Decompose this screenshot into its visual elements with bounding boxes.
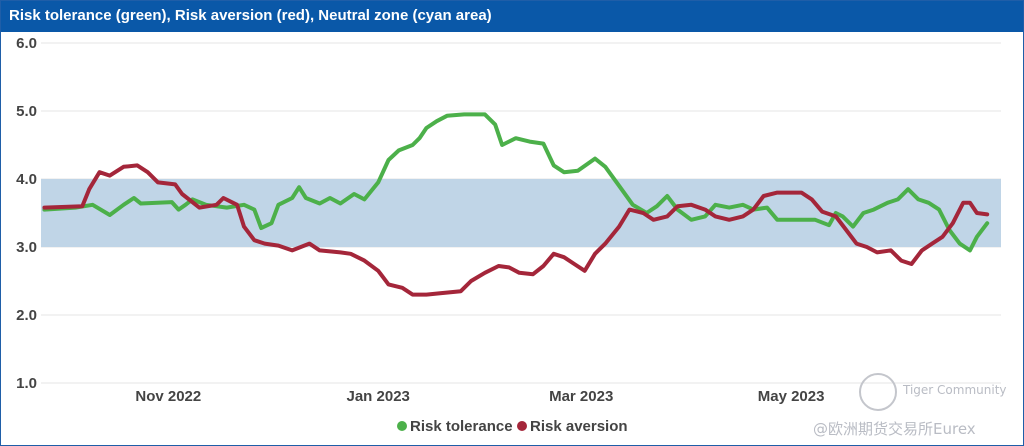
x-tick-label: Nov 2022 — [135, 388, 201, 405]
watermark-brand: Tiger Community — [903, 383, 1007, 397]
legend-label-risk-tolerance: Risk tolerance — [410, 418, 513, 435]
x-tick-label: Jan 2023 — [347, 388, 410, 405]
y-tick-label: 5.0 — [16, 103, 37, 120]
x-tick-label: May 2023 — [758, 388, 825, 405]
neutral-zone-band — [41, 179, 1001, 247]
y-tick-label: 3.0 — [16, 239, 37, 256]
x-tick-label: Mar 2023 — [549, 388, 613, 405]
tiger-logo-icon — [859, 373, 897, 411]
series-line-risk-aversion — [42, 163, 990, 297]
y-tick-label: 1.0 — [16, 375, 37, 392]
y-tick-label: 2.0 — [16, 307, 37, 324]
legend-dot-risk-aversion — [517, 421, 527, 431]
series-line-risk-tolerance — [42, 112, 990, 253]
legend-dot-risk-tolerance — [397, 421, 407, 431]
y-tick-label: 6.0 — [16, 35, 37, 52]
legend: Risk tolerance Risk aversion — [397, 418, 628, 435]
watermark-handle: @欧洲期货交易所Eurex — [813, 420, 976, 438]
legend-label-risk-aversion: Risk aversion — [530, 418, 628, 435]
chart-title: Risk tolerance (green), Risk aversion (r… — [9, 7, 492, 24]
title-bar: Risk tolerance (green), Risk aversion (r… — [1, 1, 1023, 32]
y-tick-label: 4.0 — [16, 171, 37, 188]
